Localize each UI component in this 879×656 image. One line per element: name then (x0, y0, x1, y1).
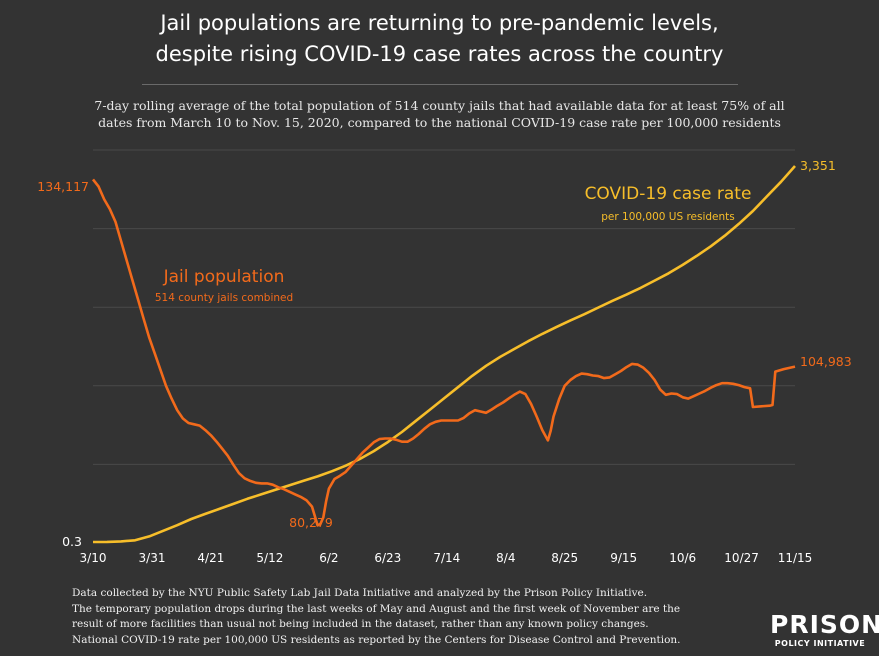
x-tick-label: 5/12 (256, 551, 283, 565)
jail-end-value-label: 104,983 (800, 354, 852, 369)
prison-policy-initiative-logo: PRISON POLICY INITIATIVE (770, 610, 879, 649)
x-tick-label: 8/25 (551, 551, 578, 565)
jail-start-value-label: 134,117 (37, 179, 89, 194)
title-divider (142, 84, 738, 85)
x-axis-ticks: 3/10 3/31 4/21 5/12 6/2 6/23 7/14 8/4 8/25 9/15 10… (80, 551, 813, 565)
x-tick-label: 11/15 (778, 551, 813, 565)
x-tick-label: 9/15 (610, 551, 637, 565)
covid-start-value-label: 0.3 (62, 534, 82, 549)
jail-min-value-label: 80,279 (289, 515, 333, 530)
covid-series (92, 165, 796, 544)
covid-end-value-label: 3,351 (800, 158, 836, 173)
x-tick-label: 6/2 (319, 551, 338, 565)
chart-subtitle: 7-day rolling average of the total popul… (0, 97, 879, 131)
x-tick-label: 8/4 (496, 551, 515, 565)
x-tick-label: 6/23 (374, 551, 401, 565)
footnote-line-3: result of more facilities than usual not… (72, 618, 649, 630)
title-line-1: Jail populations are returning to pre-pa… (160, 11, 719, 35)
covid-series-note: per 100,000 US residents (601, 211, 735, 223)
footnote-line-2: The temporary population drops during th… (72, 602, 681, 615)
footnote-line-4: National COVID-19 rate per 100,000 US re… (72, 633, 681, 646)
source-footnote: Data collected by the NYU Public Safety … (72, 586, 752, 648)
x-tick-label: 3/10 (80, 551, 107, 565)
subtitle-line-2: dates from March 10 to Nov. 15, 2020, co… (98, 115, 781, 130)
footnote-line-1: Data collected by the NYU Public Safety … (72, 587, 648, 599)
logo-wordmark-bottom: POLICY INITIATIVE (774, 639, 866, 648)
covid-case-rate-line (92, 165, 796, 544)
x-tick-label: 10/27 (724, 551, 759, 565)
title-line-2: despite rising COVID-19 case rates acros… (155, 42, 724, 66)
covid-series-label: COVID-19 case rate (585, 184, 752, 204)
x-tick-label: 4/21 (197, 551, 224, 565)
x-tick-label: 3/31 (139, 551, 166, 565)
jail-series-note: 514 county jails combined (155, 292, 293, 304)
jail-series-label: Jail population (163, 267, 285, 287)
logo-wordmark-top: PRISON (770, 610, 879, 639)
gridlines (93, 149, 795, 465)
x-tick-label: 10/6 (669, 551, 696, 565)
x-tick-label: 7/14 (433, 551, 460, 565)
subtitle-line-1: 7-day rolling average of the total popul… (94, 98, 785, 113)
jail-population-line (91, 178, 796, 527)
chart-title: Jail populations are returning to pre-pa… (0, 8, 879, 70)
jail-series (91, 178, 796, 527)
